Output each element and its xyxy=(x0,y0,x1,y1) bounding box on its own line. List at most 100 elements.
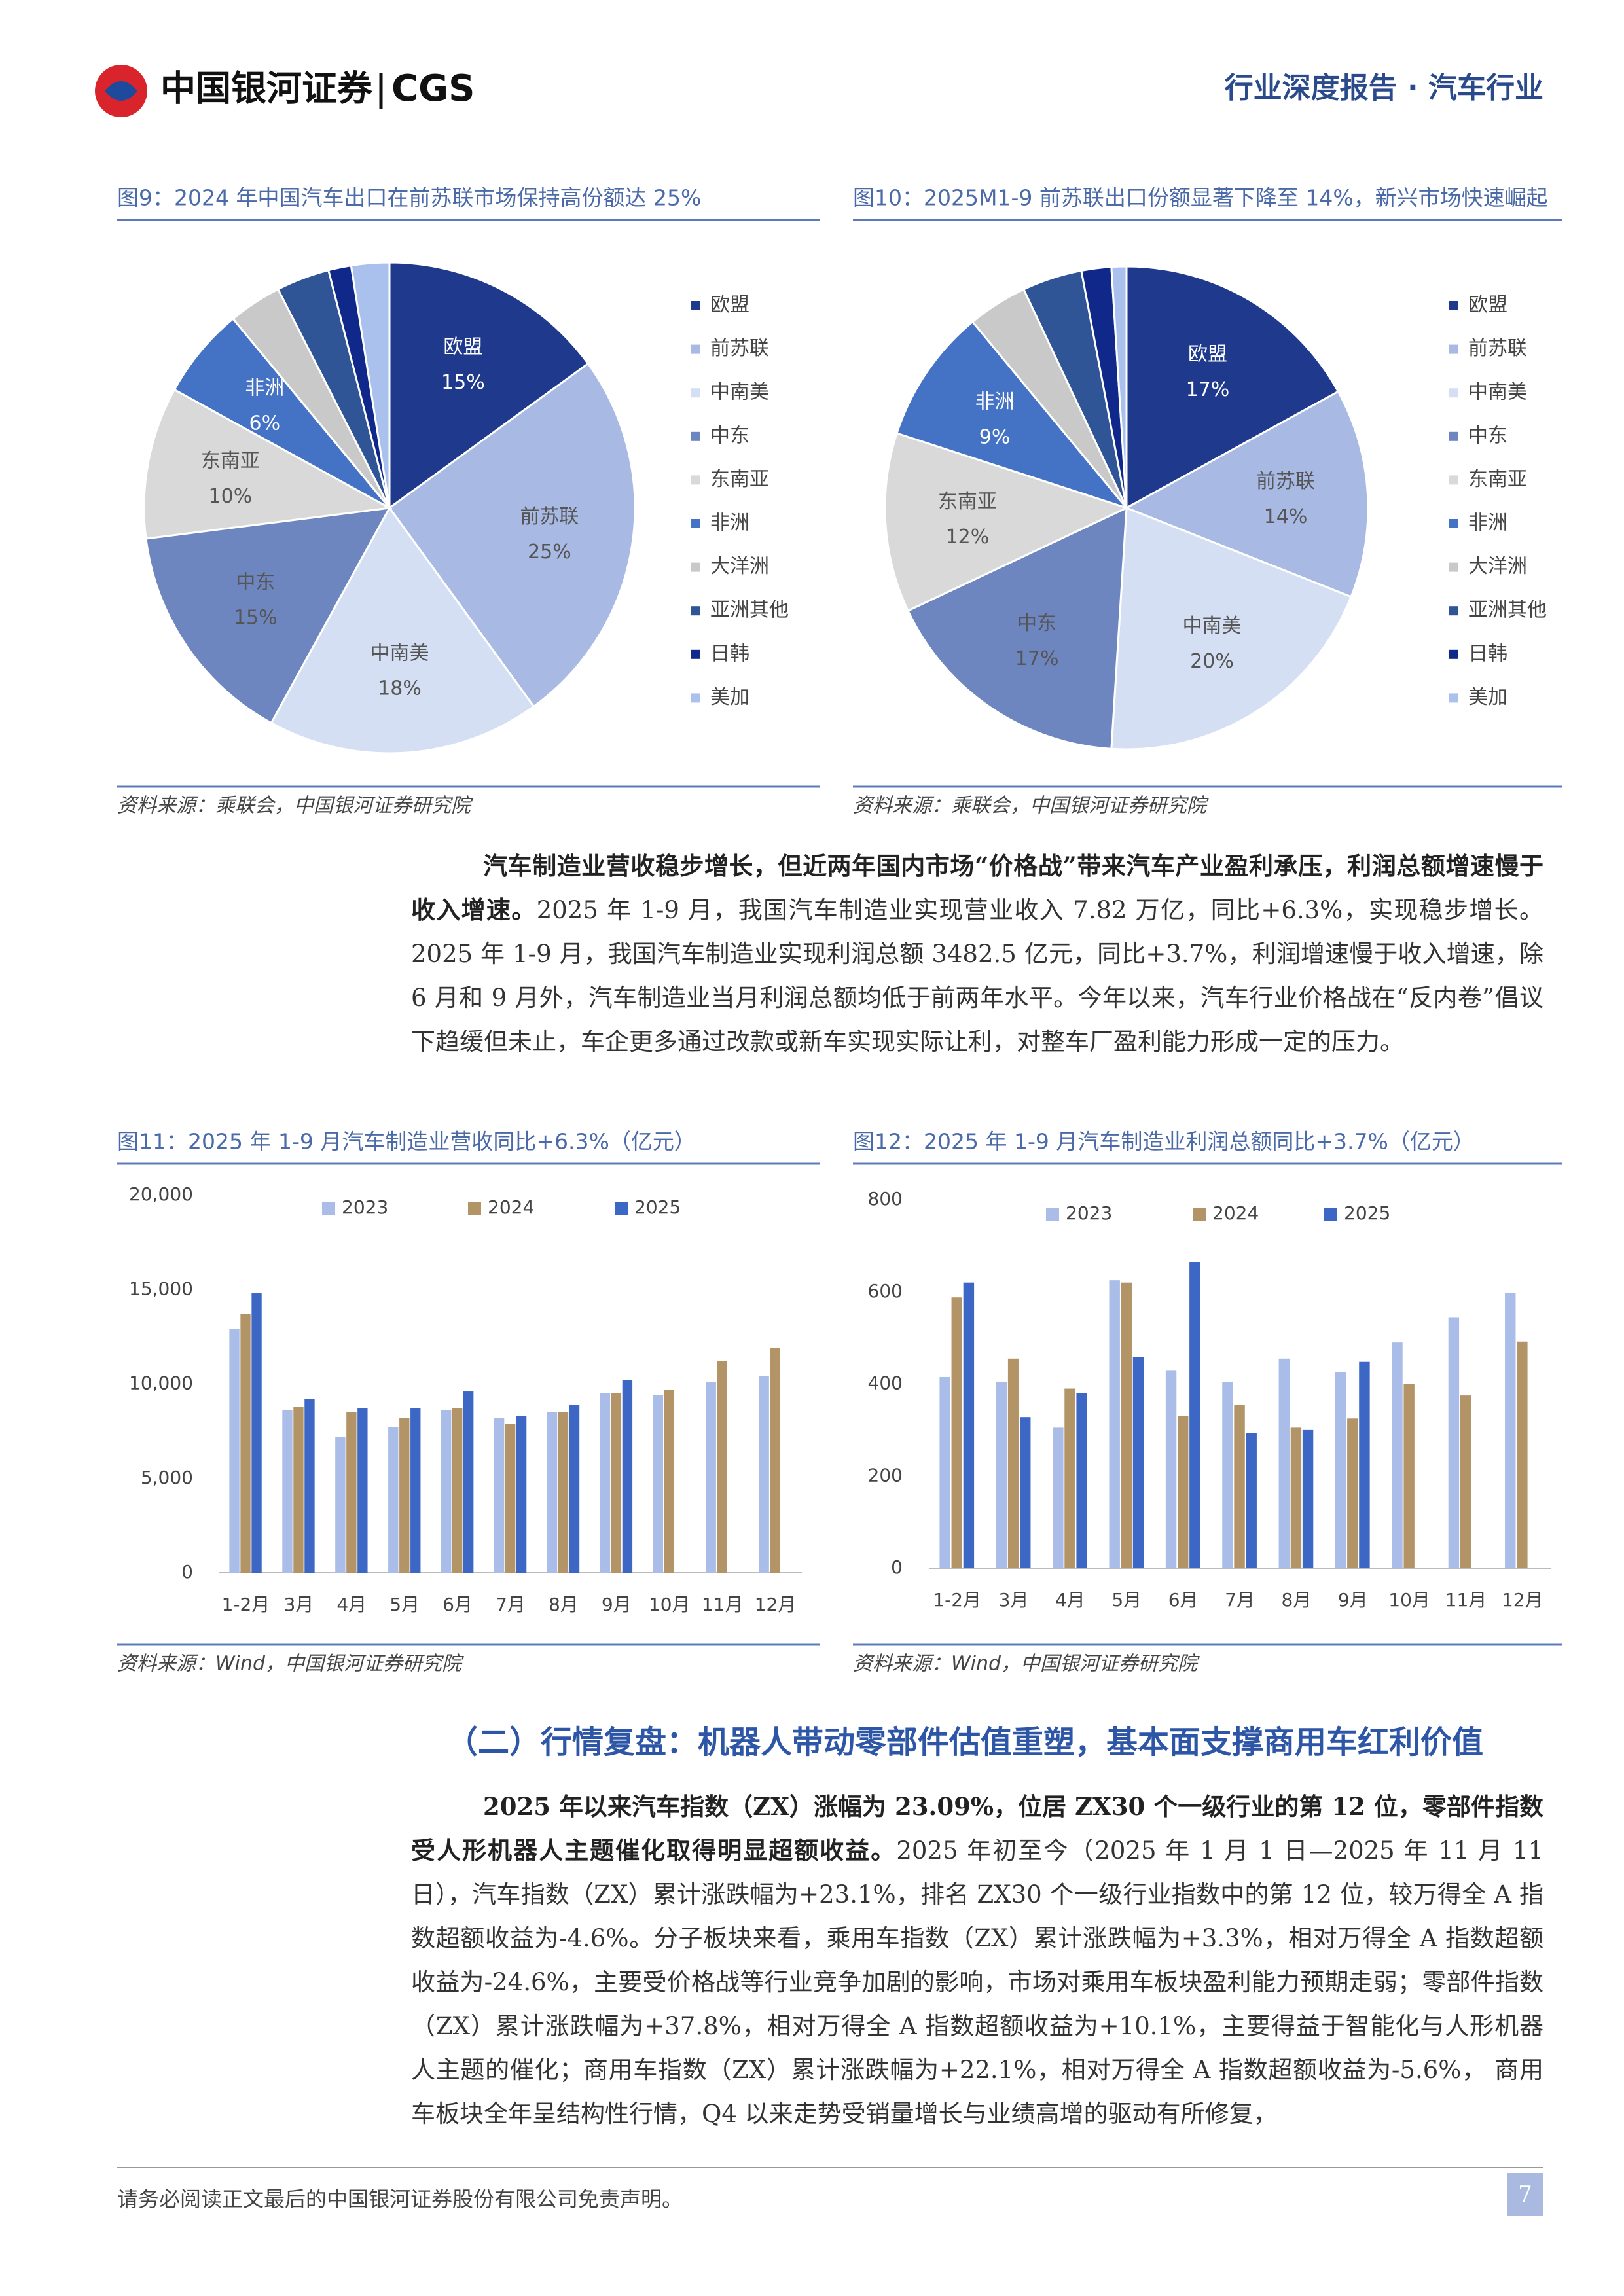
x-tick-label: 3月 xyxy=(283,1594,314,1615)
x-tick-label: 11月 xyxy=(1445,1589,1487,1611)
x-tick-label: 6月 xyxy=(1168,1589,1199,1611)
bar xyxy=(706,1382,716,1573)
legend-marker xyxy=(468,1202,481,1215)
disclaimer: 请务必阅读正文最后的中国银河证券股份有限公司免责声明。 xyxy=(117,2187,683,2212)
bar xyxy=(494,1418,505,1573)
pie-slice xyxy=(388,362,636,708)
slice-value-label: 15% xyxy=(441,371,485,394)
legend-marker xyxy=(1324,1208,1337,1221)
legend-marker xyxy=(1449,519,1458,528)
legend-marker xyxy=(1449,388,1458,398)
legend-marker xyxy=(1449,431,1458,441)
legend-marker xyxy=(691,562,700,572)
bar xyxy=(1109,1280,1120,1568)
legend-label: 前苏联 xyxy=(1468,337,1527,360)
pie-slice xyxy=(143,388,393,540)
slice-label: 中东 xyxy=(236,571,275,594)
legend-label: 亚洲其他 xyxy=(1468,599,1547,622)
legend-label: 亚洲其他 xyxy=(710,599,789,622)
legend-label: 中东 xyxy=(710,424,749,447)
bar xyxy=(1302,1429,1314,1568)
x-tick-label: 7月 xyxy=(496,1594,526,1615)
legend-marker xyxy=(1449,649,1458,659)
y-tick-label: 10,000 xyxy=(129,1372,193,1394)
paragraph-lead: 2025 年以来汽车指数（ZX）涨幅为 23.09%，位居 ZX30 个一级行业… xyxy=(411,1792,1543,1865)
legend-marker xyxy=(691,519,700,528)
bar xyxy=(1246,1433,1257,1568)
slice-value-label: 12% xyxy=(946,526,990,548)
slice-value-label: 10% xyxy=(209,485,253,508)
legend-marker xyxy=(691,693,700,703)
legend-marker xyxy=(322,1202,335,1215)
bar xyxy=(1076,1393,1087,1568)
y-tick-label: 600 xyxy=(868,1280,903,1302)
figure-title: 图12：2025 年 1-9 月汽车制造业利润总额同比+3.7%（亿元） xyxy=(853,1129,1475,1155)
x-tick-label: 12月 xyxy=(755,1594,797,1615)
pie-slice xyxy=(145,507,391,725)
report-type: 行业深度报告 · 汽车行业 xyxy=(1225,71,1543,105)
legend-label: 东南亚 xyxy=(1468,468,1527,491)
bar xyxy=(939,1376,950,1568)
y-tick-label: 15,000 xyxy=(129,1278,193,1299)
x-tick-label: 5月 xyxy=(1111,1589,1142,1611)
x-tick-label: 11月 xyxy=(702,1594,744,1615)
slice-label: 中南美 xyxy=(370,642,429,665)
figure-source: 资料来源：Wind，中国银河证券研究院 xyxy=(117,1653,464,1676)
slice-value-label: 25% xyxy=(528,541,571,564)
legend-label: 2023 xyxy=(342,1196,388,1218)
bar xyxy=(251,1293,262,1573)
pie-slice xyxy=(350,261,391,509)
bar xyxy=(1517,1341,1528,1568)
x-tick-label: 1-2月 xyxy=(933,1589,981,1611)
x-tick-label: 8月 xyxy=(549,1594,579,1615)
legend-label: 2025 xyxy=(1344,1202,1390,1224)
legend-label: 欧盟 xyxy=(1468,294,1507,317)
logo-cn: 中国银河证券 xyxy=(160,68,373,109)
slice-label: 前苏联 xyxy=(520,505,579,528)
slice-value-label: 15% xyxy=(234,607,278,630)
pie-slice xyxy=(1110,506,1353,751)
bar xyxy=(1278,1358,1290,1568)
legend-label: 大洋洲 xyxy=(1468,555,1527,578)
bar xyxy=(463,1391,474,1573)
y-tick-label: 200 xyxy=(868,1464,903,1486)
legend-label: 中南美 xyxy=(710,381,769,404)
bar xyxy=(1007,1358,1019,1568)
legend-marker xyxy=(1449,693,1458,703)
legend-label: 2023 xyxy=(1066,1202,1112,1224)
pie-slice xyxy=(1124,390,1369,598)
x-tick-label: 6月 xyxy=(442,1594,473,1615)
legend-label: 大洋洲 xyxy=(710,555,769,578)
legend-label: 东南亚 xyxy=(710,468,769,491)
x-tick-label: 10月 xyxy=(649,1594,691,1615)
slice-label: 非洲 xyxy=(975,391,1015,414)
bar xyxy=(335,1437,346,1573)
pie-slice xyxy=(388,261,590,510)
slice-label: 东南亚 xyxy=(938,490,997,513)
legend-marker xyxy=(691,344,700,354)
legend-label: 美加 xyxy=(710,686,749,709)
slice-label: 欧盟 xyxy=(1188,343,1227,366)
x-tick-label: 3月 xyxy=(999,1589,1029,1611)
pie-slice xyxy=(884,432,1130,613)
legend-label: 2025 xyxy=(634,1196,681,1218)
paragraph-lead: 汽车制造业营收稳步增长，但近两年国内市场“价格战”带来汽车产业盈利承压，利润总额… xyxy=(411,852,1543,924)
bar xyxy=(1448,1317,1460,1568)
slice-value-label: 9% xyxy=(979,426,1011,449)
legend-label: 前苏联 xyxy=(710,337,769,360)
bar xyxy=(547,1412,558,1573)
bar xyxy=(293,1407,304,1573)
logo-en: CGS xyxy=(391,67,475,110)
bar xyxy=(600,1393,611,1573)
bar xyxy=(963,1282,975,1568)
figure-source: 资料来源：Wind，中国银河证券研究院 xyxy=(853,1653,1200,1676)
bar xyxy=(1460,1395,1471,1568)
bar xyxy=(399,1418,410,1573)
slice-value-label: 6% xyxy=(249,412,281,435)
x-tick-label: 8月 xyxy=(1281,1589,1311,1611)
legend-label: 日韩 xyxy=(1468,642,1507,665)
legend-marker xyxy=(1193,1208,1206,1221)
x-tick-label: 5月 xyxy=(389,1594,420,1615)
